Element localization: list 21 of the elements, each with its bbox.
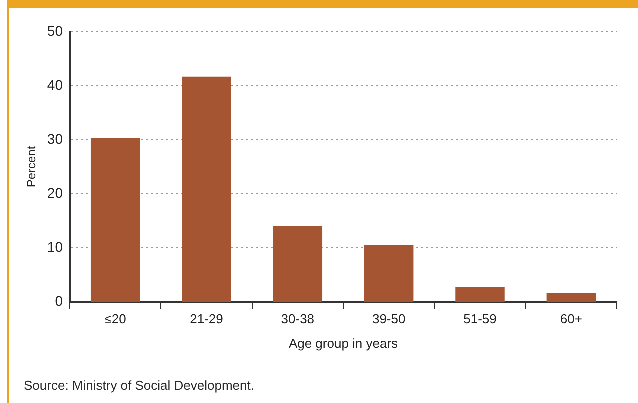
- y-tick-label: 30: [47, 130, 64, 147]
- y-axis-title: Percent: [24, 146, 39, 188]
- bar: [364, 245, 414, 302]
- x-axis-title: Age group in years: [288, 336, 399, 351]
- y-tick-label: 50: [47, 22, 64, 39]
- y-tick-label: 40: [47, 76, 64, 93]
- bar: [273, 226, 323, 302]
- source-note: Source: Ministry of Social Development.: [24, 378, 254, 394]
- x-tick-label: 21-29: [190, 311, 224, 326]
- y-tick-label: 10: [47, 238, 64, 255]
- bar: [546, 293, 596, 302]
- y-tick-label: 20: [47, 184, 64, 201]
- x-tick-label: 39-50: [372, 311, 406, 326]
- x-tick-label: ≤20: [104, 311, 126, 326]
- bar: [182, 76, 232, 302]
- x-tick-label: 60+: [560, 311, 582, 326]
- bar: [456, 287, 505, 302]
- x-tick-label: 51-59: [464, 311, 497, 326]
- bar: [90, 138, 140, 302]
- x-tick-label: 30-38: [281, 311, 315, 326]
- y-tick-label: 0: [55, 292, 64, 309]
